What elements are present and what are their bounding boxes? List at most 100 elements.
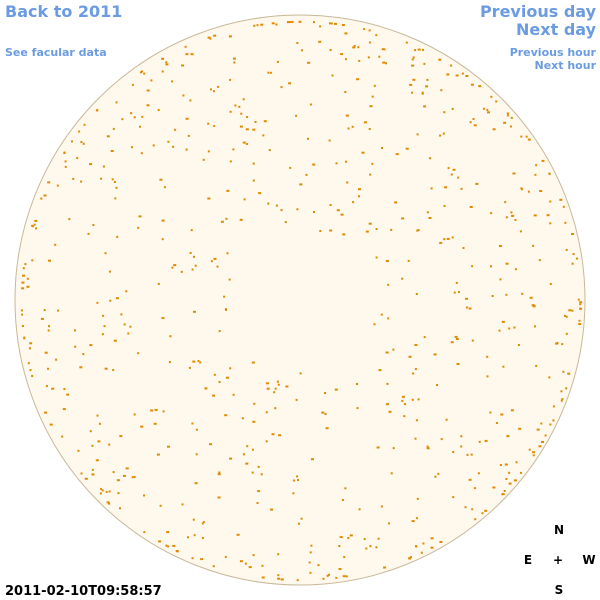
facula: [22, 267, 25, 270]
facula: [232, 57, 236, 60]
facula: [322, 577, 325, 580]
facula: [335, 576, 338, 579]
facula: [368, 222, 372, 225]
facula: [363, 538, 366, 541]
facula: [486, 355, 489, 358]
facula: [309, 103, 312, 106]
facula: [57, 309, 60, 312]
facula: [130, 112, 133, 115]
facula: [119, 435, 123, 438]
facula: [504, 201, 507, 204]
facula: [541, 441, 544, 443]
facula: [502, 365, 505, 368]
facula: [190, 229, 193, 232]
facula: [341, 24, 345, 26]
facula: [181, 503, 184, 506]
facula: [486, 375, 489, 378]
facula: [564, 221, 567, 224]
facular-data-link[interactable]: See facular data: [5, 46, 107, 59]
facula: [347, 127, 350, 130]
facula: [291, 20, 294, 23]
facula: [300, 517, 303, 520]
facula: [409, 83, 413, 86]
facula: [313, 211, 315, 213]
facula: [352, 46, 356, 49]
facula: [549, 222, 552, 225]
facula: [421, 92, 424, 95]
facula: [339, 536, 343, 539]
facula: [565, 248, 568, 251]
facula: [510, 211, 513, 214]
facula: [265, 440, 268, 443]
facula: [538, 445, 542, 448]
facula: [415, 293, 418, 295]
facula: [324, 413, 327, 415]
facula: [91, 444, 94, 447]
facula: [108, 502, 111, 505]
facula: [218, 330, 221, 333]
facula: [99, 492, 102, 495]
facula: [514, 268, 517, 271]
facula: [353, 45, 356, 47]
facula: [167, 545, 170, 548]
facula: [469, 206, 473, 208]
facula: [377, 537, 380, 540]
facula: [544, 434, 547, 437]
facula: [334, 388, 338, 391]
facula: [260, 473, 263, 476]
facula: [48, 325, 50, 328]
facula: [455, 74, 459, 77]
previous-day-link[interactable]: Previous day: [480, 2, 597, 21]
facula: [578, 319, 581, 322]
facula: [193, 310, 196, 313]
facula: [96, 414, 99, 417]
facula: [233, 61, 236, 64]
facula: [461, 72, 464, 75]
facula: [89, 344, 93, 347]
facula: [380, 505, 383, 508]
facula: [401, 399, 404, 402]
facula: [451, 236, 454, 239]
facula: [492, 128, 496, 131]
facula: [462, 247, 465, 249]
facula: [371, 95, 374, 98]
facula: [531, 304, 535, 307]
facula: [213, 373, 216, 376]
facula: [475, 182, 479, 185]
facula: [141, 115, 144, 118]
facula: [91, 468, 94, 471]
facula: [386, 382, 389, 385]
facula: [80, 472, 83, 475]
facula: [532, 305, 536, 308]
facula: [338, 545, 341, 547]
facula: [143, 494, 145, 497]
facula: [527, 138, 531, 141]
facula: [84, 477, 88, 480]
facula: [296, 475, 299, 478]
next-hour-link[interactable]: Next hour: [535, 59, 597, 72]
facula: [95, 459, 99, 462]
facula: [280, 578, 283, 581]
facula: [207, 122, 210, 125]
facula: [220, 220, 224, 223]
facula: [392, 348, 395, 351]
facula: [115, 186, 118, 189]
facula: [181, 64, 185, 67]
facula: [387, 283, 390, 286]
next-day-link[interactable]: Next day: [516, 20, 597, 39]
back-year-link[interactable]: Back to 2011: [5, 2, 122, 21]
facula: [44, 351, 48, 354]
facula: [411, 398, 414, 401]
facula: [546, 214, 550, 217]
facula: [508, 327, 511, 330]
facula: [21, 325, 24, 327]
facula: [460, 187, 463, 190]
previous-hour-link[interactable]: Previous hour: [510, 46, 597, 59]
facula: [329, 229, 333, 232]
facula: [80, 141, 83, 143]
facula: [185, 148, 188, 151]
facula: [387, 317, 390, 320]
facula: [349, 534, 353, 537]
facula: [552, 405, 555, 408]
